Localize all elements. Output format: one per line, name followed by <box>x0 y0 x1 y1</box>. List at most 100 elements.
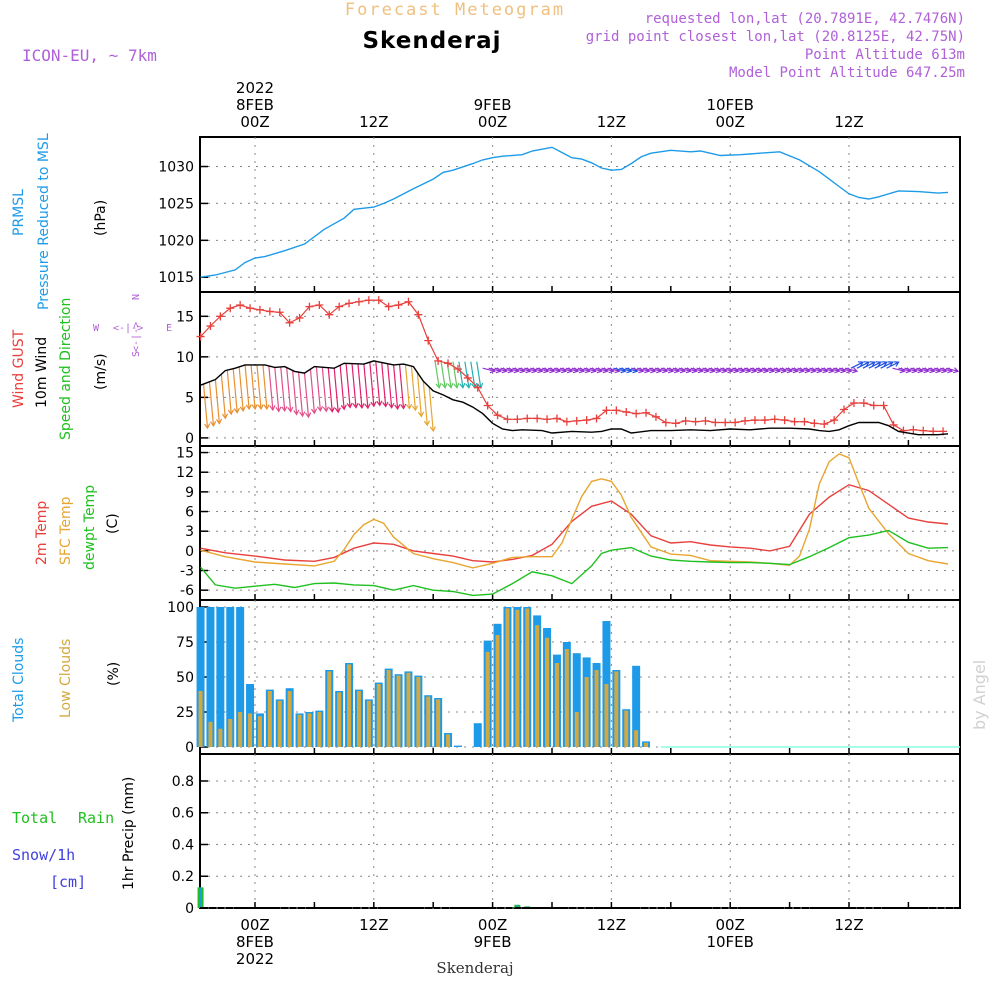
wind-arrow-head <box>346 402 353 409</box>
low-cloud-bar <box>485 651 490 747</box>
low-cloud-bar <box>337 692 342 747</box>
wind-arrow <box>636 367 650 372</box>
wind-arrow <box>375 361 381 406</box>
wind-arrow-head <box>287 406 294 413</box>
wind-arrow <box>226 370 232 415</box>
data-series <box>196 146 960 909</box>
wind-arrow <box>458 361 464 388</box>
gust-point <box>226 304 235 313</box>
wind-arrow <box>363 364 369 409</box>
wind-arrow <box>939 367 953 372</box>
wind-arrow <box>232 368 238 413</box>
low-cloud-bar <box>248 713 253 747</box>
ytick-label: 1030 <box>158 160 194 176</box>
wind-arrow <box>803 367 816 372</box>
wind-arrow-head <box>441 382 448 389</box>
low-cloud-bar <box>356 691 361 747</box>
gust-point <box>889 420 898 429</box>
gust-point <box>246 304 255 313</box>
low-cloud-bar <box>376 684 381 747</box>
wind-arrow <box>678 367 691 372</box>
gust-point <box>424 336 433 345</box>
low-cloud-bar <box>327 671 332 747</box>
low-cloud-bar <box>436 699 441 747</box>
wind-arrow <box>672 367 685 372</box>
top-time-label: 00Z <box>478 113 507 131</box>
wind-arrow-head <box>299 411 306 418</box>
ytick-label: 3 <box>185 524 194 540</box>
wind-arrow <box>916 367 929 372</box>
wind-arrow <box>749 367 763 372</box>
point-altitude: Point Altitude 613m <box>805 47 965 63</box>
gust-point <box>265 307 274 316</box>
wind-arrow-head <box>881 361 888 367</box>
low-cloud-bar <box>287 691 292 747</box>
wind-arrow <box>928 367 941 372</box>
bottom-time-label: 2022 <box>236 950 274 968</box>
gust-label: Wind GUST <box>11 329 27 408</box>
wind-arrow-head <box>863 361 870 367</box>
gust-point <box>632 409 641 418</box>
ytick-label: 0 <box>185 901 194 917</box>
wind-arrow <box>844 367 858 372</box>
wind-arrow-head <box>239 406 246 413</box>
gust-point <box>790 417 799 426</box>
wind-arrow <box>767 367 780 372</box>
gust-point <box>899 426 908 435</box>
low-cloud-bar <box>257 716 262 747</box>
wind-arrow <box>660 367 674 372</box>
wind-arrow-head <box>370 401 377 408</box>
wind-arrow <box>761 367 775 372</box>
gust-point <box>840 405 849 414</box>
wind-arrow <box>732 367 745 372</box>
wind-arrow <box>619 367 632 372</box>
prmsl-line <box>200 146 949 278</box>
grid-lines <box>200 137 960 909</box>
snow-label: Snow/1h <box>12 846 75 864</box>
wind-arrow <box>381 362 387 407</box>
wind-arrow-head <box>269 405 276 412</box>
ytick-label: 12 <box>176 465 194 481</box>
wind-arrow <box>333 368 339 413</box>
gust-point <box>681 416 690 425</box>
gust-point <box>444 359 453 368</box>
wind-arrow <box>369 362 375 407</box>
gust-point <box>404 297 413 306</box>
requested-coords: requested lon,lat (20.7891E, 42.7476N) <box>645 11 965 27</box>
low-cloud-bar <box>347 664 352 747</box>
gust-point <box>533 414 542 423</box>
gust-point <box>651 412 660 421</box>
precip-labels: Total Rain Snow/1h [cm] 1hr Precip (mm) <box>12 777 137 891</box>
gust-point <box>305 302 314 311</box>
wind-arrow <box>607 367 620 372</box>
wind-arrow-head <box>376 400 383 407</box>
wind-arrow <box>274 367 280 412</box>
ytick-label: 0 <box>185 740 194 756</box>
gridpoint-coords: grid point closest lon,lat (20.8125E, 42… <box>586 29 965 45</box>
top-time-label: 12Z <box>359 113 388 131</box>
low-cloud-bar <box>277 700 282 747</box>
wind-arrow-head <box>406 403 413 410</box>
low-cloud-bar <box>297 714 302 747</box>
total-clouds-label: Total Clouds <box>11 638 27 723</box>
wind-arrow <box>292 370 298 415</box>
gust-point <box>859 399 868 408</box>
wind-arrow <box>601 367 614 372</box>
wind-arrow-head <box>257 404 264 411</box>
wind-arrow <box>827 367 840 372</box>
prmsl-label: PRMSL <box>11 189 27 236</box>
wind-arrow-head <box>263 404 270 411</box>
low-cloud-bar <box>564 649 569 747</box>
wind-arrow <box>880 361 893 369</box>
wind-arrow <box>208 381 215 426</box>
wind-arrow-head <box>210 421 217 427</box>
bottom-time-label: 00Z <box>478 916 507 934</box>
celsius-unit: (C) <box>105 513 121 534</box>
wind-arrow-head <box>311 408 318 415</box>
low-cloud-bar <box>515 609 520 747</box>
gust-point <box>493 411 502 420</box>
wind-arrow <box>303 372 310 418</box>
wind-arrow <box>666 367 679 372</box>
gust-point <box>384 302 393 311</box>
wind-arrow <box>214 379 220 424</box>
